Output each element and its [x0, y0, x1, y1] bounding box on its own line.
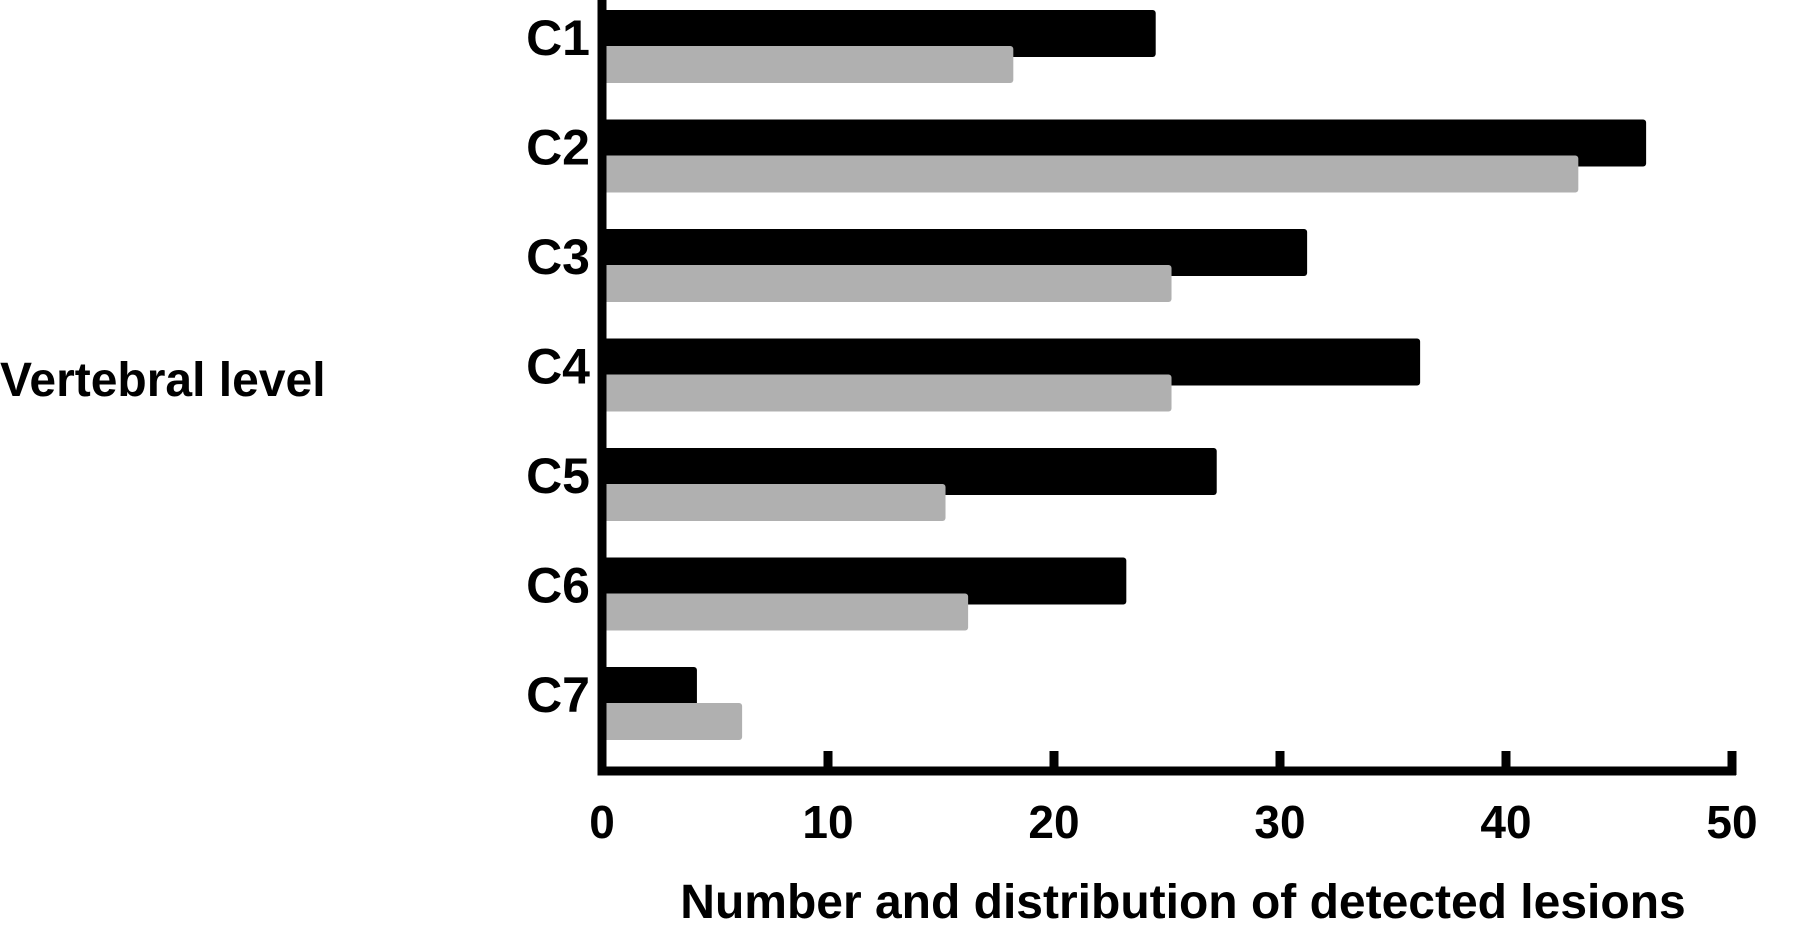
x-tick-label-20: 20 [1028, 796, 1079, 848]
category-label-c7: C7 [526, 667, 590, 723]
category-labels: C1 C2 C3 C4 C5 C6 C7 [526, 10, 590, 723]
bar-c1-series-1 [602, 10, 1156, 57]
x-axis-ticks: 0 10 20 30 40 50 [589, 751, 1758, 848]
x-tick-label-10: 10 [802, 796, 853, 848]
category-label-c1: C1 [526, 10, 590, 66]
bar-c3-series-1 [602, 229, 1308, 276]
category-label-c2: C2 [526, 120, 590, 176]
y-axis-title: Vertebral level [0, 354, 326, 407]
category-label-c5: C5 [526, 448, 590, 504]
bar-c2-series-2 [602, 155, 1579, 193]
category-label-c6: C6 [526, 558, 590, 614]
category-label-c3: C3 [526, 229, 590, 285]
bar-c5-series-2 [602, 484, 946, 521]
bar-c5-series-1 [602, 448, 1217, 495]
bar-c7-series-1 [602, 667, 697, 714]
bar-c3-series-2 [602, 265, 1172, 302]
bars-group [602, 10, 1647, 740]
x-tick-label-40: 40 [1480, 796, 1531, 848]
bar-c4-series-2 [602, 374, 1172, 412]
bar-c2-series-1 [602, 119, 1647, 167]
bar-c4-series-1 [602, 338, 1421, 386]
x-tick-label-0: 0 [589, 796, 615, 848]
bar-c1-series-2 [602, 46, 1014, 83]
bar-c6-series-1 [602, 557, 1127, 605]
bar-c7-series-2 [602, 703, 743, 740]
x-tick-label-50: 50 [1706, 796, 1757, 848]
category-label-c4: C4 [526, 339, 590, 395]
x-tick-label-30: 30 [1254, 796, 1305, 848]
x-axis-title: Number and distribution of detected lesi… [680, 876, 1685, 926]
bar-c6-series-2 [602, 593, 969, 631]
